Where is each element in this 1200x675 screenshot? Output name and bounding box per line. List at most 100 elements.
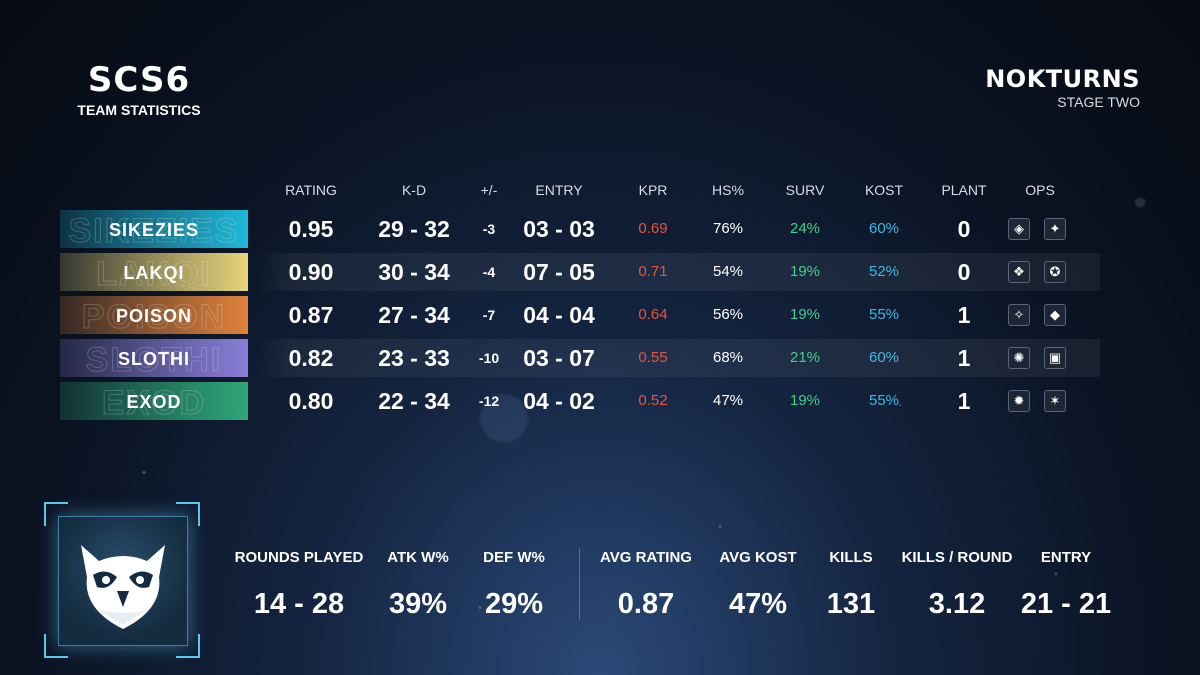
player-headshot-pct: 47%: [712, 392, 744, 409]
player-rating: 0.87: [288, 302, 334, 328]
header-rating: RATING: [285, 182, 337, 198]
player-kills-deaths: 27 - 34: [378, 302, 450, 328]
league-brand: SCS6 TEAM STATISTICS: [64, 62, 214, 118]
player-plus-minus: -4: [482, 264, 496, 280]
player-plants: 0: [957, 259, 971, 285]
owl-logo-icon: [58, 516, 188, 646]
header-kost: KOST: [864, 182, 904, 198]
player-name: EXOD: [126, 392, 182, 412]
operator-icon-5: ✧: [1008, 304, 1030, 326]
player-kills-deaths: 30 - 34: [378, 259, 450, 285]
atk-win-label: ATK W%: [387, 549, 449, 566]
kills-per-round-label: KILLS / ROUND: [901, 549, 1013, 566]
header-surv: SURV: [785, 182, 825, 198]
player-survival-pct: 19%: [789, 263, 821, 280]
player-survival-pct: 21%: [789, 349, 821, 366]
page-subtitle: TEAM STATISTICS: [77, 102, 201, 118]
player-kills-deaths: 22 - 34: [378, 388, 450, 414]
player-name: POISON: [115, 306, 192, 326]
player-nameplate: POISON POISON: [60, 296, 248, 334]
player-name: SLOTHI: [118, 349, 190, 369]
player-rating: 0.95: [288, 216, 334, 242]
player-plants: 1: [957, 388, 971, 414]
player-plus-minus: -7: [482, 307, 496, 323]
player-kills-deaths: 29 - 32: [378, 216, 450, 242]
table-row: SLOTHI SLOTHI 0.82 23 - 33 -10 03 - 07 0.55 68%…: [60, 339, 1100, 377]
player-headshot-pct: 76%: [712, 220, 744, 237]
player-headshot-pct: 68%: [712, 349, 744, 366]
operator-icon-3: ❖: [1008, 261, 1030, 283]
avg-rating-label: AVG RATING: [600, 549, 692, 566]
player-kost-pct: 60%: [868, 349, 900, 366]
player-kpr: 0.55: [638, 349, 668, 366]
rounds-played-label: ROUNDS PLAYED: [234, 549, 364, 566]
player-name: LAKQI: [123, 263, 185, 283]
player-kost-pct: 55%: [868, 392, 900, 409]
player-kpr: 0.71: [638, 263, 668, 280]
kills-value: 131: [826, 588, 876, 620]
player-name: SIKEZIES: [108, 220, 200, 240]
avg-kost-value: 47%: [728, 588, 788, 620]
player-headshot-pct: 56%: [712, 306, 744, 323]
player-survival-pct: 24%: [789, 220, 821, 237]
player-entry: 07 - 05: [523, 259, 595, 285]
header-plus-minus: +/-: [480, 182, 498, 198]
header-entry: ENTRY: [535, 182, 583, 198]
player-nameplate: SLOTHI SLOTHI: [60, 339, 248, 377]
player-plus-minus: -3: [482, 221, 496, 237]
kills-per-round-value: 3.12: [928, 588, 986, 620]
header-hs: HS%: [712, 182, 744, 198]
summary-divider: [579, 548, 580, 620]
kills-label: KILLS: [829, 549, 873, 566]
player-nameplate: SIKEZIES SIKEZIES: [60, 210, 248, 248]
player-name-watermark: EXOD: [101, 384, 207, 421]
league-logo: SCS6: [87, 60, 191, 100]
player-entry: 04 - 04: [523, 302, 595, 328]
table-row: POISON POISON 0.87 27 - 34 -7 04 - 04 0.64 56% 1…: [60, 296, 1100, 334]
def-win-value: 29%: [484, 588, 544, 620]
operator-icon-10: ✶: [1044, 390, 1066, 412]
player-entry: 04 - 02: [523, 388, 595, 414]
avg-rating-value: 0.87: [617, 588, 675, 620]
rounds-played-value: 14 - 28: [253, 588, 345, 620]
player-kost-pct: 55%: [868, 306, 900, 323]
player-rating: 0.82: [288, 345, 334, 371]
player-nameplate: LAKQI LAKQI: [60, 253, 248, 291]
player-entry: 03 - 03: [523, 216, 595, 242]
atk-win-value: 39%: [388, 588, 448, 620]
header-ops: OPS: [1025, 182, 1055, 198]
operator-icon-2: ✦: [1044, 218, 1066, 240]
player-plus-minus: -12: [478, 393, 500, 409]
header-kpr: KPR: [638, 182, 668, 198]
player-name-watermark: LAKQI: [96, 255, 212, 292]
player-survival-pct: 19%: [789, 306, 821, 323]
player-kills-deaths: 23 - 33: [378, 345, 450, 371]
team-logo-frame: [44, 502, 200, 658]
operator-icon-8: ▣: [1044, 347, 1066, 369]
player-entry: 03 - 07: [523, 345, 595, 371]
operator-icon-9: ✹: [1008, 390, 1030, 412]
player-kost-pct: 60%: [868, 220, 900, 237]
team-header: NOKTURNS STAGE TWO: [985, 66, 1140, 110]
player-kpr: 0.52: [638, 392, 668, 409]
operator-icon-1: ◈: [1008, 218, 1030, 240]
player-name-watermark: POISON: [81, 298, 227, 335]
player-plus-minus: -10: [478, 350, 500, 366]
team-entry-value: 21 - 21: [1020, 588, 1112, 620]
stage-label: STAGE TWO: [1057, 94, 1140, 110]
table-row: EXOD EXOD 0.80 22 - 34 -12 04 - 02 0.52 47% 19% 5…: [60, 382, 1100, 420]
player-kpr: 0.64: [638, 306, 668, 323]
team-name: NOKTURNS: [985, 65, 1140, 93]
player-nameplate: EXOD EXOD: [60, 382, 248, 420]
player-kpr: 0.69: [638, 220, 668, 237]
team-entry-label: ENTRY: [1040, 549, 1092, 566]
table-row: SIKEZIES SIKEZIES 0.95 29 - 32 -3 03 - 03 0.69…: [60, 210, 1100, 248]
player-rating: 0.80: [288, 388, 334, 414]
player-name-watermark: SLOTHI: [85, 341, 223, 378]
header-kd: K-D: [401, 182, 427, 198]
table-row: LAKQI LAKQI 0.90 30 - 34 -4 07 - 05 0.71 54% 19%…: [60, 253, 1100, 291]
operator-icon-4: ✪: [1044, 261, 1066, 283]
avg-kost-label: AVG KOST: [719, 549, 797, 566]
player-plants: 1: [957, 302, 971, 328]
